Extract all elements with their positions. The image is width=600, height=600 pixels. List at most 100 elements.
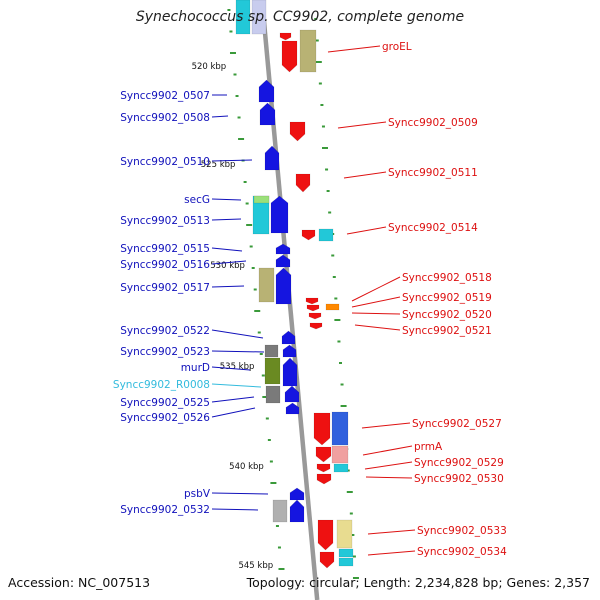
gene-label-left: Syncc9902_0513 <box>120 215 210 227</box>
gene-label-right: Syncc9902_0521 <box>402 325 492 337</box>
label-leader-line <box>367 550 416 556</box>
label-leader-line <box>365 476 413 479</box>
gene-cds <box>259 102 276 126</box>
gene-cds <box>309 322 323 330</box>
gene-cds <box>258 79 275 103</box>
gene-label-left: Syncc9902_0516 <box>120 259 210 271</box>
gene-cds <box>299 29 317 73</box>
gene-cds <box>338 548 354 558</box>
gene-cds <box>264 344 279 358</box>
gene-cds <box>284 385 300 403</box>
gene-cds <box>333 463 349 473</box>
gene-label-left: Syncc9902_0523 <box>120 346 210 358</box>
gene-cds <box>253 195 270 204</box>
gene-cds <box>317 519 334 551</box>
gene-label-right: Syncc9902_0511 <box>388 167 478 179</box>
kbp-label: 545 kbp <box>238 561 273 571</box>
gene-label-left: Syncc9902_0532 <box>120 504 210 516</box>
gene-cds <box>306 304 320 312</box>
kbp-label: 525 kbp <box>201 160 236 170</box>
gene-cds <box>316 463 331 473</box>
gene-cds <box>258 267 275 303</box>
label-leader-line <box>351 276 401 302</box>
gene-cds <box>264 357 281 385</box>
gene-cds <box>313 412 331 446</box>
label-leader-line <box>343 171 387 179</box>
gene-cds <box>275 254 291 268</box>
gene-cds <box>308 312 322 320</box>
gene-cds <box>318 228 334 242</box>
label-leader-line <box>211 115 229 118</box>
gene-label-left: Syncc9902_0525 <box>120 397 210 409</box>
gene-cds <box>305 297 319 305</box>
gene-label-left: Syncc9902_0507 <box>120 90 210 102</box>
gene-cds <box>272 499 288 523</box>
gene-label-left: Syncc9902_0522 <box>120 325 210 337</box>
gene-cds <box>281 330 296 345</box>
gene-label-right: groEL <box>382 41 412 53</box>
gene-cds <box>289 487 305 501</box>
label-leader-line <box>211 247 243 252</box>
label-leader-line <box>211 508 259 511</box>
gene-label-right: Syncc9902_0514 <box>388 222 478 234</box>
gene-cds <box>282 357 298 387</box>
gene-label-left: Syncc9902_0517 <box>120 282 210 294</box>
kbp-label: 520 kbp <box>192 62 227 72</box>
label-leader-line <box>367 529 416 535</box>
gene-cds <box>319 551 335 569</box>
gene-cds <box>281 40 298 73</box>
gene-label-right: Syncc9902_0530 <box>414 473 504 485</box>
gene-cds <box>316 473 332 485</box>
gene-label-right: Syncc9902_0520 <box>402 309 492 321</box>
label-leader-line <box>211 159 253 162</box>
label-leader-line <box>211 329 264 339</box>
gene-cds <box>331 445 349 464</box>
label-leader-line <box>211 396 255 403</box>
gene-cds <box>325 303 340 311</box>
label-leader-line <box>337 121 387 129</box>
gene-cds <box>251 0 267 35</box>
gene-cds <box>301 229 316 241</box>
gene-label-left: Syncc9902_0526 <box>120 412 210 424</box>
label-leader-line <box>211 285 245 288</box>
label-leader-line <box>351 312 401 315</box>
label-leader-line <box>361 422 411 429</box>
gene-cds <box>265 385 281 404</box>
kbp-label: 540 kbp <box>229 462 264 472</box>
label-leader-line <box>346 226 387 235</box>
gene-label-right: Syncc9902_0534 <box>417 546 507 558</box>
gene-cds <box>295 173 311 193</box>
kbp-label: 530 kbp <box>210 261 245 271</box>
label-leader-line <box>211 260 247 265</box>
label-leader-line <box>211 383 262 388</box>
label-leader-line <box>211 218 242 221</box>
gene-label-left: Syncc9902_0508 <box>120 112 210 124</box>
gene-label-left: secG <box>184 194 210 206</box>
gene-cds <box>279 32 292 41</box>
gene-label-right: Syncc9902_0509 <box>388 117 478 129</box>
gene-label-right: Syncc9902_0533 <box>417 525 507 537</box>
gene-cds <box>270 195 289 234</box>
label-leader-line <box>364 461 413 470</box>
label-leader-line <box>211 350 265 353</box>
gene-label-right: Syncc9902_0529 <box>414 457 504 469</box>
label-leader-line <box>211 198 242 201</box>
gene-cds <box>264 145 280 171</box>
gene-label-left: Syncc9902_R0008 <box>113 379 210 391</box>
gene-cds <box>285 402 300 415</box>
gene-cds <box>336 519 353 549</box>
gene-cds <box>235 0 251 35</box>
label-leader-line <box>362 445 413 456</box>
gene-label-right: prmA <box>414 441 443 453</box>
gene-label-left: Syncc9902_0515 <box>120 243 210 255</box>
label-leader-line <box>327 45 381 53</box>
label-leader-line <box>211 407 256 418</box>
gene-cds <box>289 121 306 142</box>
gene-cds <box>275 267 292 305</box>
gene-cds <box>331 411 349 446</box>
topology-text: Topology: circular; Length: 2,234,828 bp… <box>246 575 590 590</box>
label-leader-line <box>351 296 401 308</box>
label-leader-line <box>211 492 269 495</box>
gene-label-right: Syncc9902_0519 <box>402 292 492 304</box>
label-leader-line <box>354 324 401 331</box>
